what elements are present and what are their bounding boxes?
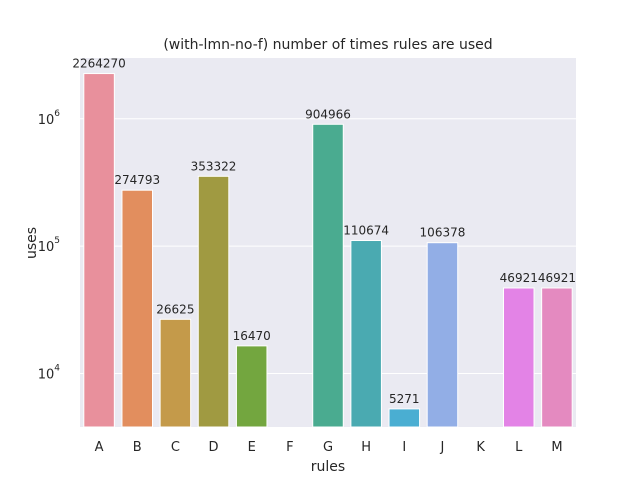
x-tick-label-M: M — [551, 440, 562, 455]
x-tick-label-G: G — [323, 440, 333, 455]
data-label-E: 16470 — [233, 329, 271, 343]
data-labels: 2264270 274793 26625 353322 16470 904966 11067… — [72, 57, 576, 406]
x-tick-label-B: B — [133, 440, 142, 455]
x-tick-label-H: H — [361, 440, 371, 455]
data-label-G: 904966 — [305, 107, 351, 121]
data-label-H: 110674 — [343, 224, 389, 238]
x-tick-label-I: I — [402, 440, 406, 455]
x-tick-label-A: A — [95, 440, 104, 455]
data-label-M: 46921 — [538, 271, 576, 285]
data-label-A: 2264270 — [72, 57, 125, 71]
x-tick-label-J: J — [440, 440, 445, 455]
bar-C — [159, 318, 192, 428]
x-tick-label-D: D — [209, 440, 219, 455]
bar-E — [235, 345, 268, 428]
y-tick-label: 104 — [38, 363, 61, 382]
x-tick-label-K: K — [476, 440, 485, 455]
y-tick-labels: 104 105 106 — [38, 109, 61, 383]
bar-B — [121, 189, 153, 428]
data-label-B: 274793 — [114, 173, 160, 187]
x-axis-label: rules — [311, 459, 345, 475]
data-label-L: 46921 — [500, 271, 538, 285]
x-tick-label-E: E — [248, 440, 256, 455]
data-label-C: 26625 — [156, 302, 194, 316]
x-tick-label-C: C — [171, 440, 180, 455]
bar-M — [541, 287, 573, 428]
bar-L — [503, 287, 535, 428]
data-label-I: 5271 — [389, 392, 420, 406]
bar-G — [312, 123, 344, 428]
chart-title: (with-lmn-no-f) number of times rules ar… — [163, 37, 492, 53]
bar-I — [388, 408, 421, 428]
y-tick-label: 106 — [38, 109, 61, 128]
x-tick-label-L: L — [515, 440, 523, 455]
bar-H — [350, 240, 382, 428]
bar-J — [426, 242, 459, 428]
y-axis-label: uses — [24, 227, 40, 259]
data-label-D: 353322 — [191, 159, 237, 173]
bar-A — [83, 73, 115, 428]
bar-D — [197, 175, 230, 428]
y-tick-label: 105 — [38, 236, 60, 255]
data-label-J: 106378 — [420, 226, 466, 240]
bars — [83, 73, 573, 428]
x-tick-labels: A B C D E F G H I J K L M — [95, 440, 563, 455]
x-tick-label-F: F — [286, 440, 293, 455]
